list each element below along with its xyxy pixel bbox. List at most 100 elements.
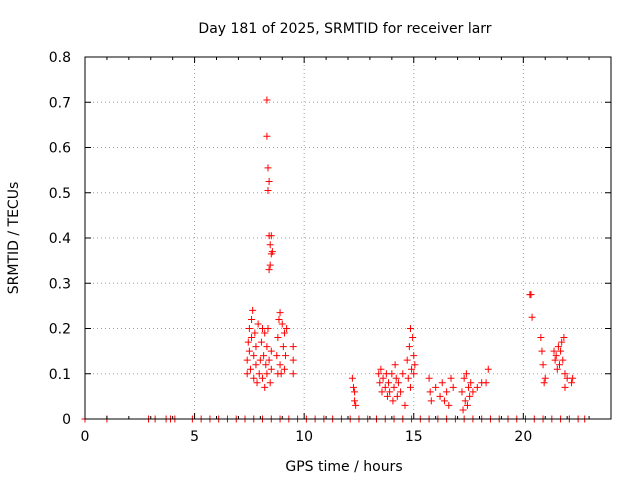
data-point xyxy=(265,356,273,364)
data-point xyxy=(267,365,275,373)
data-point xyxy=(278,320,286,328)
data-point xyxy=(249,306,257,314)
chart-title: Day 181 of 2025, SRMTID for receiver lar… xyxy=(198,21,491,37)
data-point xyxy=(540,379,548,387)
data-point xyxy=(560,334,568,342)
data-point xyxy=(443,388,451,396)
data-point xyxy=(445,401,453,409)
data-point xyxy=(482,379,490,387)
data-point xyxy=(383,392,391,400)
data-point xyxy=(557,347,565,355)
data-point xyxy=(438,379,446,387)
data-point xyxy=(244,338,252,346)
data-point xyxy=(386,388,394,396)
data-point xyxy=(406,325,414,332)
data-point xyxy=(440,397,448,405)
y-tick-label: 0.1 xyxy=(49,367,71,383)
data-point xyxy=(252,361,260,369)
data-point xyxy=(266,241,274,249)
x-tick-label: 10 xyxy=(295,429,313,445)
data-point xyxy=(279,343,287,351)
data-point xyxy=(459,406,467,414)
data-point xyxy=(568,379,576,387)
data-point xyxy=(553,365,561,373)
data-point xyxy=(397,388,405,396)
data-point xyxy=(465,383,473,391)
data-point xyxy=(403,356,411,364)
x-tick-label: 0 xyxy=(81,429,90,445)
data-point xyxy=(262,361,270,369)
data-point xyxy=(462,370,470,378)
data-point xyxy=(379,374,387,382)
data-point xyxy=(449,383,457,391)
data-point xyxy=(377,365,385,373)
data-point xyxy=(259,374,267,382)
data-point xyxy=(263,132,271,140)
data-point xyxy=(427,397,435,405)
data-point xyxy=(276,309,284,317)
y-tick-label: 0.2 xyxy=(49,322,71,338)
data-point xyxy=(539,361,547,369)
data-point xyxy=(466,392,474,400)
data-point xyxy=(283,325,291,332)
y-tick-label: 0.7 xyxy=(49,95,71,111)
data-point xyxy=(264,164,272,172)
x-tick-label: 15 xyxy=(405,429,423,445)
data-point xyxy=(263,343,271,351)
data-point xyxy=(248,315,256,323)
data-point xyxy=(405,343,413,351)
data-point xyxy=(246,365,254,373)
data-point xyxy=(375,370,383,378)
data-point xyxy=(390,383,398,391)
data-point xyxy=(410,352,418,360)
data-point xyxy=(389,397,397,405)
data-point xyxy=(260,352,268,360)
data-point xyxy=(245,347,253,355)
grid-lines xyxy=(85,57,611,419)
data-point xyxy=(289,356,297,364)
data-point xyxy=(349,383,357,391)
data-point xyxy=(404,374,412,382)
data-point xyxy=(558,338,566,346)
data-point xyxy=(250,352,258,360)
data-point xyxy=(276,361,284,369)
data-point xyxy=(243,356,251,364)
data-point xyxy=(473,383,481,391)
data-point xyxy=(243,370,251,378)
data-point xyxy=(410,370,418,378)
data-point xyxy=(273,352,281,360)
data-point xyxy=(254,320,262,328)
data-point xyxy=(538,347,546,355)
data-point xyxy=(561,370,569,378)
data-point xyxy=(256,356,264,364)
data-point xyxy=(274,370,282,378)
data-point xyxy=(393,392,401,400)
data-point xyxy=(461,397,469,405)
data-point xyxy=(425,374,433,382)
y-tick-label: 0.5 xyxy=(49,186,71,202)
data-point xyxy=(378,388,386,396)
y-tick-label: 0.3 xyxy=(49,276,71,292)
data-point xyxy=(388,370,396,378)
y-axis-label: SRMTID / TECUs xyxy=(6,182,22,295)
x-tick-labels: 0 5 10 15 20 xyxy=(81,429,533,445)
data-point xyxy=(411,361,419,369)
data-point xyxy=(266,379,274,387)
data-point xyxy=(265,177,273,185)
data-point xyxy=(261,383,269,391)
data-point xyxy=(436,392,444,400)
data-point xyxy=(409,334,417,342)
data-point xyxy=(554,343,562,351)
data-point xyxy=(401,401,409,409)
data-point xyxy=(352,401,360,409)
data-point xyxy=(265,266,273,274)
data-point xyxy=(289,343,297,351)
data-point xyxy=(351,388,359,396)
data-point xyxy=(432,383,440,391)
x-tick-label: 5 xyxy=(190,429,199,445)
data-point xyxy=(447,374,455,382)
data-point xyxy=(275,315,283,323)
x-tick-label: 20 xyxy=(514,429,532,445)
data-point xyxy=(527,291,535,299)
